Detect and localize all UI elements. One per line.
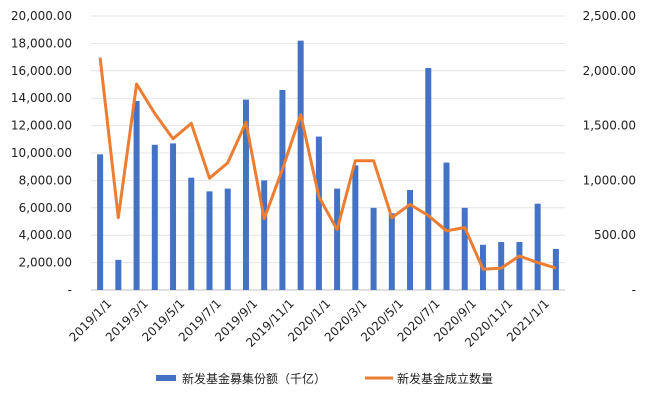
bar — [279, 89, 286, 290]
bar — [334, 188, 341, 290]
bar — [224, 188, 231, 290]
bar — [151, 144, 158, 290]
right-tick-label: 500.00 — [594, 228, 636, 242]
left-tick-label: 14,000.00 — [11, 91, 72, 105]
left-tick-label: 18,000.00 — [11, 36, 72, 50]
bar — [498, 242, 505, 290]
right-axis: - 500.00 1,000.00 1,500.00 2,000.00 2,500.00 — [583, 9, 636, 297]
left-tick-label: 20,000.00 — [11, 9, 72, 23]
bar — [315, 136, 322, 290]
left-tick-label: 2,000.00 — [19, 256, 72, 270]
legend-label-bar: 新发基金募集份额（千亿） — [182, 371, 326, 386]
gridlines — [91, 15, 565, 291]
bar — [133, 100, 140, 290]
bar — [188, 177, 195, 290]
left-tick-label: 6,000.00 — [19, 201, 72, 215]
bar — [115, 259, 122, 290]
bar — [388, 213, 395, 290]
left-tick-label: 12,000.00 — [11, 119, 72, 133]
bar — [552, 248, 559, 290]
bar — [461, 207, 468, 290]
left-axis: - 2,000.00 4,000.00 6,000.00 8,000.00 10,000.… — [11, 9, 72, 297]
right-tick-label: 1,500.00 — [583, 119, 636, 133]
bar — [407, 189, 414, 290]
bar-series — [97, 40, 559, 290]
bar — [516, 242, 523, 290]
legend: 新发基金募集份额（千亿） 新发基金成立数量 — [156, 371, 493, 386]
bar — [206, 191, 213, 290]
bar — [97, 154, 104, 290]
legend-swatch-bar — [156, 375, 176, 381]
left-tick-label: - — [68, 283, 72, 297]
right-tick-label: 2,000.00 — [583, 64, 636, 78]
bar — [242, 99, 249, 290]
bar — [261, 180, 268, 290]
bar — [425, 68, 432, 290]
bar — [443, 162, 450, 290]
legend-label-line: 新发基金成立数量 — [397, 371, 493, 386]
right-tick-label: 1,000.00 — [583, 173, 636, 187]
bar — [297, 40, 304, 290]
left-tick-label: 10,000.00 — [11, 146, 72, 160]
left-tick-label: 4,000.00 — [19, 228, 72, 242]
bar — [370, 207, 377, 290]
right-tick-label: - — [632, 283, 636, 297]
bar — [170, 143, 177, 290]
right-tick-label: 2,500.00 — [583, 9, 636, 23]
series-line — [98, 57, 557, 271]
left-tick-label: 16,000.00 — [11, 64, 72, 78]
x-axis: 2019/1/12019/3/12019/5/12019/7/12019/9/1… — [66, 296, 552, 349]
bar — [534, 203, 541, 290]
left-tick-label: 8,000.00 — [19, 173, 72, 187]
bar — [352, 165, 359, 290]
line-series — [98, 57, 557, 271]
